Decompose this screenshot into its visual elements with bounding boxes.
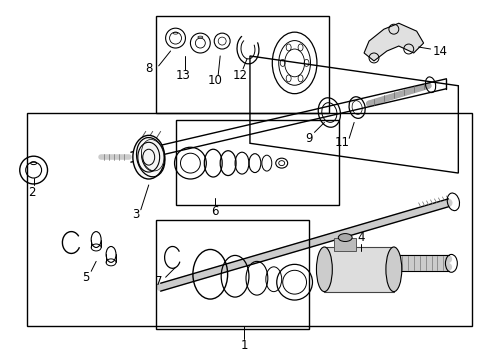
Text: 14: 14 [432,45,447,58]
Bar [334,238,355,251]
Text: 4: 4 [357,231,364,244]
Bar [175,121,339,205]
Ellipse shape [133,135,164,179]
Ellipse shape [141,139,163,171]
Text: 9: 9 [305,132,313,145]
Polygon shape [364,23,423,61]
Text: 5: 5 [82,271,90,284]
Text: 13: 13 [176,69,190,82]
Text: 12: 12 [232,69,247,82]
Bar [155,16,328,113]
Ellipse shape [338,234,351,242]
Text: 6: 6 [211,205,219,218]
Text: 2: 2 [28,186,35,199]
Text: 3: 3 [132,208,139,221]
Ellipse shape [385,247,401,292]
Bar [324,247,393,292]
Bar [155,220,309,329]
Text: 8: 8 [145,62,152,75]
Text: 10: 10 [207,74,222,87]
Bar [27,113,471,326]
Text: 11: 11 [334,136,349,149]
Text: 7: 7 [155,275,162,288]
Ellipse shape [316,247,332,292]
Text: 1: 1 [240,339,247,352]
